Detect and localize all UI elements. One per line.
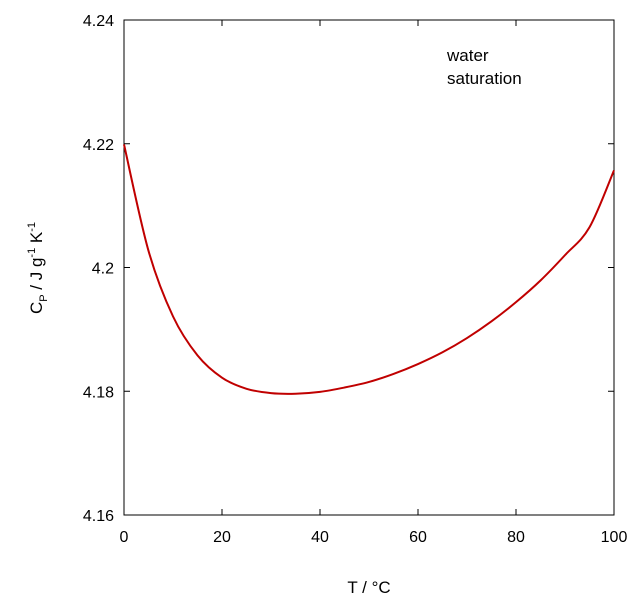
series-line bbox=[123, 144, 615, 395]
x-axis-label: T / °C bbox=[347, 578, 390, 597]
x-tick-label: 20 bbox=[213, 529, 231, 546]
y-axis-ticks: 4.16 4.18 4.2 4.22 4.24 bbox=[83, 13, 614, 525]
y-axis-label-group: CP / J g-1 K-1 bbox=[26, 222, 50, 314]
y-tick-label: 4.16 bbox=[83, 508, 114, 525]
plot-frame bbox=[123, 19, 615, 516]
y-axis-label-units-b: K bbox=[27, 231, 46, 248]
annotation-line-2: saturation bbox=[447, 69, 522, 88]
y-tick-label: 4.24 bbox=[83, 13, 114, 30]
y-axis-label-units-a: / J g bbox=[27, 258, 46, 295]
x-tick-label: 0 bbox=[120, 529, 129, 546]
y-axis-label-sub: P bbox=[38, 294, 50, 301]
y-tick-label: 4.2 bbox=[92, 261, 114, 278]
y-axis-label: CP / J g-1 K-1 bbox=[26, 222, 50, 314]
y-axis-label-sup-a: -1 bbox=[26, 248, 38, 258]
x-tick-label: 60 bbox=[409, 529, 427, 546]
x-tick-label: 40 bbox=[311, 529, 329, 546]
y-tick-label: 4.18 bbox=[83, 384, 114, 401]
annotation-line-1: water bbox=[446, 46, 489, 65]
x-tick-label: 100 bbox=[601, 529, 628, 546]
y-axis-label-base: C bbox=[27, 302, 46, 314]
y-tick-label: 4.22 bbox=[83, 137, 114, 154]
y-axis-label-sup-b: -1 bbox=[26, 222, 38, 232]
x-tick-label: 80 bbox=[507, 529, 525, 546]
x-axis-ticks: 0 20 40 60 80 100 bbox=[120, 20, 628, 546]
